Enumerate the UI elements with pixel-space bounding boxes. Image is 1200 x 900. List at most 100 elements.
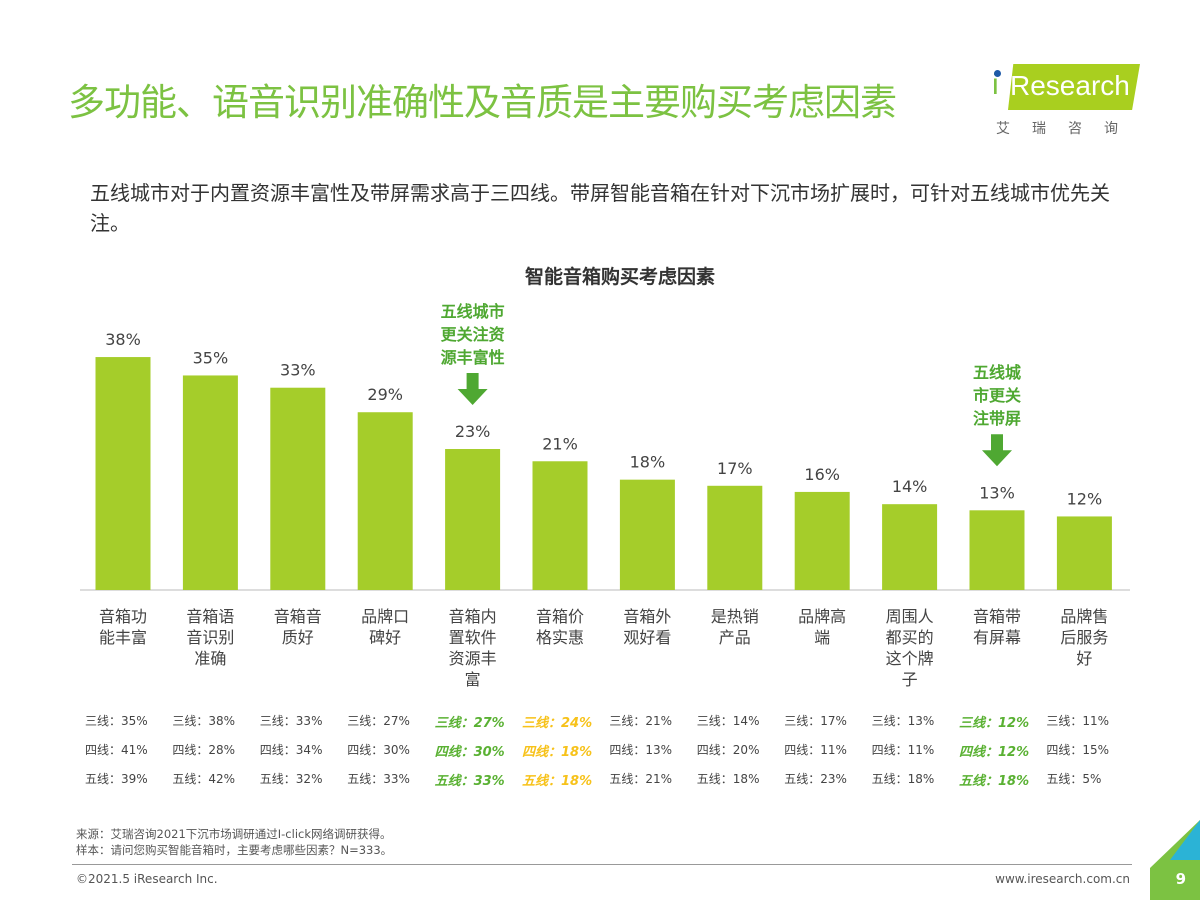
category-label-line: 能丰富 bbox=[98, 628, 147, 647]
breakdown-四线: 四线：15% bbox=[1046, 743, 1110, 757]
breakdown-三线: 三线：17% bbox=[784, 714, 847, 728]
data-label: 21% bbox=[542, 434, 578, 453]
category-label-line: 音箱外 bbox=[623, 607, 672, 626]
down-arrow-icon bbox=[457, 373, 488, 406]
bar bbox=[1056, 516, 1112, 590]
data-label: 18% bbox=[630, 453, 666, 472]
category-label-line: 观好看 bbox=[623, 628, 672, 647]
category-label-line: 音识别 bbox=[186, 628, 235, 647]
source-note: 来源：艾瑞咨询2021下沉市场调研通过I-click网络调研获得。 样本：请问您… bbox=[76, 826, 392, 858]
bar bbox=[95, 357, 151, 590]
data-label: 17% bbox=[717, 459, 753, 478]
category-label-line: 后服务 bbox=[1060, 628, 1109, 647]
category-label-line: 格实惠 bbox=[535, 628, 584, 647]
breakdown-五线: 五线：18% bbox=[696, 772, 760, 786]
breakdown-四线: 四线：28% bbox=[172, 743, 236, 757]
breakdown-五线: 五线：33% bbox=[347, 772, 410, 786]
breakdown-三线: 三线：21% bbox=[609, 714, 673, 728]
bar bbox=[532, 461, 588, 590]
footer-divider bbox=[72, 864, 1132, 865]
bar bbox=[270, 387, 326, 590]
category-label-line: 都买的 bbox=[885, 628, 934, 647]
category-label: 周围人 都买的 这个牌子 bbox=[870, 606, 950, 690]
source-text: 来源：艾瑞咨询2021下沉市场调研通过I-click网络调研获得。 bbox=[76, 827, 392, 841]
breakdown-三线: 三线：35% bbox=[85, 714, 148, 728]
category-label-line: 富 bbox=[464, 670, 481, 689]
data-label: 12% bbox=[1067, 489, 1103, 508]
category-label-line: 周围人 bbox=[885, 607, 934, 626]
category-label-line: 置软件 bbox=[448, 628, 497, 647]
breakdown-三线: 三线：13% bbox=[871, 714, 935, 728]
annotation: 五线城 市更关 注带屏 bbox=[942, 361, 1052, 430]
breakdown-三线: 三线：12% bbox=[959, 716, 1030, 731]
category-label-line: 品牌口 bbox=[361, 607, 410, 626]
data-label: 29% bbox=[367, 385, 403, 404]
website-link[interactable]: www.iresearch.com.cn bbox=[995, 872, 1130, 886]
data-label: 23% bbox=[455, 422, 491, 441]
category-label: 音箱音 质好 bbox=[258, 606, 338, 648]
annotation-line: 注带屏 bbox=[972, 409, 1021, 429]
data-label: 35% bbox=[193, 348, 229, 367]
category-label: 是热销 产品 bbox=[695, 606, 775, 648]
breakdown-五线: 五线：23% bbox=[784, 772, 847, 786]
data-label: 16% bbox=[804, 465, 840, 484]
category-label-line: 音箱语 bbox=[186, 607, 235, 626]
bar bbox=[794, 491, 850, 590]
category-label: 品牌售 后服务好 bbox=[1044, 606, 1124, 669]
data-label: 13% bbox=[979, 483, 1015, 502]
bar bbox=[969, 510, 1025, 590]
category-label: 音箱价 格实惠 bbox=[520, 606, 600, 648]
category-label-line: 有屏幕 bbox=[972, 628, 1021, 647]
breakdown-四线: 四线：13% bbox=[609, 743, 673, 757]
bar bbox=[882, 504, 938, 590]
subtitle: 五线城市对于内置资源丰富性及带屏需求高于三四线。带屏智能音箱在针对下沉市场扩展时… bbox=[90, 181, 1110, 235]
breakdown-五线: 五线：32% bbox=[259, 772, 323, 786]
breakdown-四线: 四线：11% bbox=[784, 743, 847, 757]
category-label: 音箱功 能丰富 bbox=[83, 606, 163, 648]
category-label-line: 品牌售 bbox=[1060, 607, 1109, 626]
breakdown-三线: 三线：27% bbox=[347, 714, 410, 728]
data-label: 33% bbox=[280, 361, 316, 380]
page-title: 多功能、语音识别准确性及音质是主要购买考虑因素 bbox=[68, 81, 897, 124]
annotation-line: 源丰富性 bbox=[440, 348, 505, 367]
iresearch-logo: i Research 艾瑞咨询 bbox=[990, 62, 1150, 142]
annotation-line: 市更关 bbox=[972, 386, 1021, 406]
category-label-line: 这个牌 bbox=[885, 649, 934, 668]
annotation-line: 五线城市 bbox=[440, 302, 505, 321]
category-label-line: 音箱内 bbox=[448, 607, 497, 626]
bar bbox=[357, 412, 413, 590]
breakdown-五线: 五线：21% bbox=[609, 772, 673, 786]
breakdown-四线: 四线：11% bbox=[871, 743, 935, 757]
annotation-line: 更关注资 bbox=[440, 325, 505, 344]
copyright: ©2021.5 iResearch Inc. bbox=[76, 872, 218, 886]
category-label-line: 端 bbox=[814, 628, 831, 647]
breakdown-四线: 四线：20% bbox=[696, 743, 760, 757]
sample-text: 样本：请问您购买智能音箱时，主要考虑哪些因素？N=333。 bbox=[76, 843, 393, 857]
category-label: 品牌高端 bbox=[782, 606, 862, 648]
breakdown-四线: 四线：12% bbox=[959, 745, 1030, 760]
breakdown-四线: 四线：41% bbox=[85, 743, 148, 757]
breakdown-四线: 四线：30% bbox=[347, 743, 410, 757]
category-label-line: 品牌高 bbox=[798, 607, 847, 626]
category-label-line: 音箱音 bbox=[273, 607, 322, 626]
breakdown-三线: 三线：24% bbox=[522, 716, 593, 731]
breakdown-四线: 四线：18% bbox=[522, 745, 593, 760]
breakdown-五线: 五线：42% bbox=[172, 772, 236, 786]
breakdown-三线: 三线：14% bbox=[696, 714, 760, 728]
breakdown-四线: 四线：30% bbox=[434, 745, 505, 760]
category-label: 音箱外 观好看 bbox=[607, 606, 687, 648]
category-label-line: 音箱功 bbox=[98, 607, 147, 626]
data-label: 14% bbox=[892, 477, 928, 496]
category-label: 音箱语 音识别 准确 bbox=[170, 606, 250, 669]
down-arrow-icon bbox=[982, 434, 1012, 467]
data-label: 38% bbox=[105, 330, 141, 349]
breakdown-五线: 五线：18% bbox=[522, 774, 593, 789]
breakdown-五线: 五线：5% bbox=[1046, 772, 1102, 786]
page-number: 9 bbox=[1175, 870, 1186, 888]
annotation: 五线城市更关注资源丰富性 bbox=[418, 300, 528, 369]
breakdown-五线: 五线：39% bbox=[85, 772, 148, 786]
breakdown-五线: 五线：18% bbox=[871, 772, 935, 786]
breakdown-三线: 三线：33% bbox=[259, 714, 323, 728]
breakdown-五线: 五线：18% bbox=[959, 774, 1030, 789]
category-label-line: 音箱价 bbox=[535, 607, 584, 626]
